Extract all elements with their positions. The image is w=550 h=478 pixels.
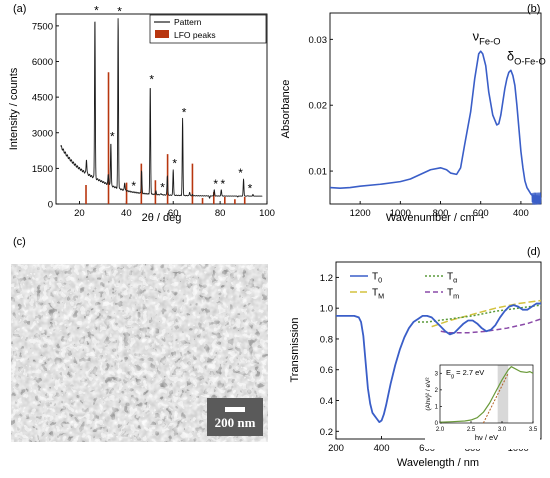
peak-star-marker: * <box>220 177 225 191</box>
d-xlabel: Wavelength / nm <box>397 457 479 469</box>
peak-star-marker: * <box>131 179 136 193</box>
a-ytick-label: 6000 <box>32 57 53 68</box>
scale-bar-box <box>207 398 263 436</box>
b-xtick-label: 1000 <box>390 208 411 219</box>
panel-b-label: (b) <box>527 3 540 15</box>
peak-star-marker: * <box>172 157 177 171</box>
ftir-spectrum-line <box>329 50 542 200</box>
peak-star-marker: * <box>117 5 122 19</box>
panel-a-label: (a) <box>13 3 26 15</box>
b-ytick-label: 0.02 <box>309 101 328 112</box>
d-ytick-label: 0.4 <box>320 396 333 407</box>
d-ytick-label: 0.2 <box>320 427 333 438</box>
inset-fit-line <box>482 373 509 424</box>
b-ylabel: Absorbance <box>280 80 292 139</box>
inset-xtick-label: 2.0 <box>436 427 445 433</box>
d-xtick-label: 400 <box>374 443 390 454</box>
b-xlabel: Wavenumber / cm⁻¹ <box>386 212 485 224</box>
legend-lfo-label: LFO peaks <box>174 30 216 40</box>
a-ytick-label: 1500 <box>32 164 53 175</box>
inset-eg-annotation: Eg = 2.7 eV <box>446 368 484 379</box>
legend-lfo-swatch <box>155 30 169 38</box>
inset-ylabel: (Ahν)² / eV² <box>425 377 432 411</box>
d-ytick-label: 0.8 <box>320 334 333 345</box>
panel-d-label: (d) <box>527 246 540 258</box>
delta-o-fe-o-annotation: δO-Fe-O <box>507 48 546 66</box>
peak-star-marker: * <box>160 180 165 194</box>
a-ytick-label: 0 <box>48 200 53 211</box>
inset-ytick-label: 1 <box>435 404 439 410</box>
pattern-line <box>60 18 263 199</box>
transmission-α-line <box>418 304 542 323</box>
peak-star-marker: * <box>149 72 154 86</box>
scale-bar <box>225 407 245 412</box>
peak-star-marker: * <box>248 182 253 196</box>
inset-shaded-region <box>497 365 509 423</box>
inset-xtick-label: 2.5 <box>467 427 476 433</box>
d-ytick-label: 0.6 <box>320 365 333 376</box>
inset-frame <box>439 364 534 424</box>
a-xtick-label: 40 <box>121 208 132 219</box>
nu-fe-o-annotation: νFe-O <box>473 29 501 47</box>
b-ytick-label: 0.01 <box>309 167 328 178</box>
inset-background <box>425 359 540 449</box>
sem-image: 200 nm <box>11 264 268 442</box>
inset-xlabel: hν / eV <box>475 433 498 442</box>
a-ytick-label: 4500 <box>32 93 53 104</box>
scale-bar-label: 200 nm <box>214 415 256 430</box>
legend-M-label: TM <box>372 288 384 301</box>
peak-star-marker: * <box>213 177 218 191</box>
b-frame <box>329 12 542 205</box>
a-xtick-label: 20 <box>74 208 85 219</box>
b-xtick-label: 1200 <box>350 208 371 219</box>
transmission-m-line <box>440 318 542 334</box>
inset-ytick-label: 0 <box>435 421 439 427</box>
d-ylabel: Transmission <box>289 318 301 383</box>
transmission-0-line <box>336 302 541 423</box>
a-legend-box <box>149 14 267 44</box>
inset-ytick-label: 3 <box>435 371 439 377</box>
panel-c-label: (c) <box>13 236 26 248</box>
a-ytick-label: 7500 <box>32 21 53 32</box>
a-xtick-label: 80 <box>215 208 226 219</box>
d-ytick-label: 1.0 <box>320 304 333 315</box>
inset-xtick-label: 3.5 <box>529 427 538 433</box>
a-xtick-label: 100 <box>259 208 275 219</box>
a-frame <box>55 13 268 205</box>
legend-pattern-label: Pattern <box>174 17 202 27</box>
peak-star-marker: * <box>182 106 187 120</box>
b-xtick-label: 800 <box>433 208 449 219</box>
a-xlabel: 2θ / deg <box>142 212 182 224</box>
peak-star-marker: * <box>110 129 115 143</box>
a-ylabel: Intensity / counts <box>8 67 20 150</box>
a-xtick-label: 60 <box>168 208 179 219</box>
transmission-M-line <box>431 299 542 328</box>
legend-m-label: Tm <box>447 288 459 301</box>
a-ytick-label: 3000 <box>32 128 53 139</box>
legend-α-label: Tα <box>447 272 457 285</box>
b-xtick-label: 400 <box>513 208 529 219</box>
inset-xtick-label: 3.0 <box>498 427 507 433</box>
inset-data-line <box>439 366 534 423</box>
inset-ytick-label: 2 <box>435 388 439 394</box>
b-ytick-label: 0.03 <box>309 35 328 46</box>
peak-star-marker: * <box>238 166 243 180</box>
ftir-noise-line <box>531 192 542 205</box>
b-xtick-label: 600 <box>473 208 489 219</box>
d-ytick-label: 1.2 <box>320 273 333 284</box>
legend-0-label: T0 <box>372 272 382 285</box>
d-xtick-label: 200 <box>328 443 344 454</box>
peak-star-marker: * <box>94 3 99 17</box>
